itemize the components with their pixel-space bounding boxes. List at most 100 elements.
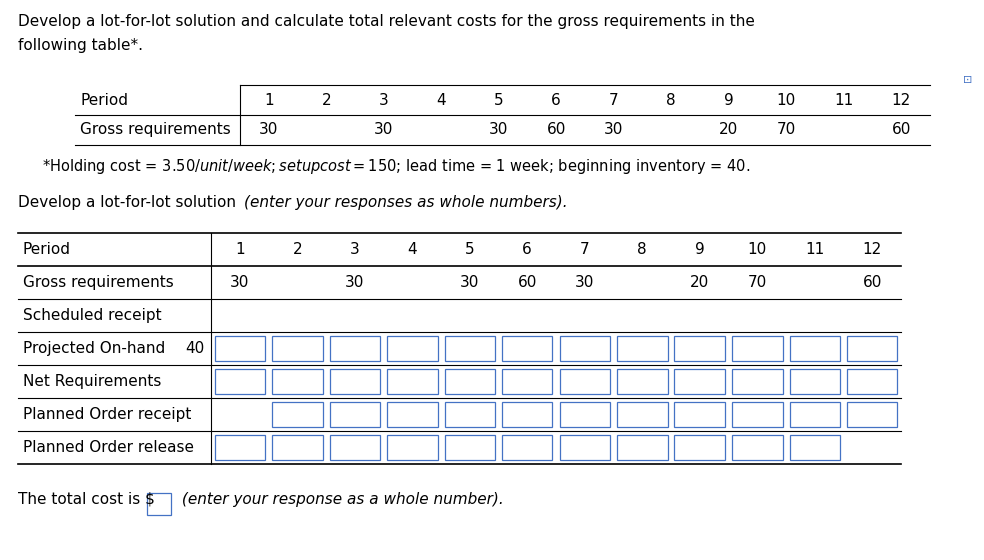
Bar	[847, 369, 897, 394]
Bar	[445, 402, 495, 427]
Text: 3: 3	[379, 92, 389, 108]
Text: 12: 12	[863, 242, 882, 257]
Text: The total cost is $: The total cost is $	[18, 492, 154, 507]
Text: 30: 30	[575, 275, 594, 290]
Bar	[387, 336, 438, 361]
Bar	[674, 402, 725, 427]
Bar	[674, 369, 725, 394]
Text: (enter your response as a whole number).: (enter your response as a whole number).	[177, 492, 504, 507]
Text: following table*.: following table*.	[18, 38, 143, 53]
Text: 6: 6	[551, 92, 561, 108]
Text: 7: 7	[609, 92, 619, 108]
Bar	[847, 336, 897, 361]
Text: 30: 30	[230, 275, 249, 290]
Text: 30: 30	[374, 123, 394, 138]
Text: 11: 11	[834, 92, 853, 108]
Text: Net Requirements: Net Requirements	[23, 374, 161, 389]
Bar	[674, 435, 725, 460]
Text: 1: 1	[235, 242, 245, 257]
Text: 8: 8	[666, 92, 676, 108]
Text: *Holding cost = $3.50/unit/week; setup cost = $150; lead time = 1 week; beginnin: *Holding cost = $3.50/unit/week; setup c…	[42, 157, 750, 176]
Text: Projected On-hand: Projected On-hand	[23, 341, 165, 356]
Text: 12: 12	[892, 92, 911, 108]
Text: 30: 30	[604, 123, 624, 138]
Bar	[387, 435, 438, 460]
Text: 60: 60	[863, 275, 882, 290]
Bar	[674, 336, 725, 361]
Bar	[502, 369, 552, 394]
Bar	[272, 402, 323, 427]
Text: 20: 20	[690, 275, 709, 290]
Bar	[847, 402, 897, 427]
Text: 20: 20	[719, 123, 738, 138]
Text: 9: 9	[695, 242, 705, 257]
Bar	[445, 336, 495, 361]
Text: 30: 30	[489, 123, 509, 138]
Bar	[330, 435, 380, 460]
Bar	[502, 402, 552, 427]
Text: 4: 4	[407, 242, 417, 257]
Text: 5: 5	[464, 242, 474, 257]
Text: 60: 60	[892, 123, 911, 138]
Text: 70: 70	[776, 123, 796, 138]
Text: 10: 10	[776, 92, 796, 108]
Bar	[617, 402, 667, 427]
Text: 30: 30	[345, 275, 364, 290]
Bar	[789, 336, 840, 361]
Bar	[732, 336, 782, 361]
Text: 30: 30	[259, 123, 278, 138]
Text: 2: 2	[322, 92, 331, 108]
Bar	[445, 435, 495, 460]
Text: 3: 3	[350, 242, 359, 257]
Bar	[560, 336, 610, 361]
Text: Planned Order release: Planned Order release	[23, 440, 194, 455]
Text: Scheduled receipt: Scheduled receipt	[23, 308, 161, 323]
Bar	[560, 435, 610, 460]
Bar	[789, 402, 840, 427]
Bar	[732, 435, 782, 460]
Bar	[330, 369, 380, 394]
Text: Planned Order receipt: Planned Order receipt	[23, 407, 191, 422]
Bar	[617, 369, 667, 394]
Bar	[789, 435, 840, 460]
Bar	[148, 493, 171, 515]
Bar	[272, 369, 323, 394]
Bar	[560, 402, 610, 427]
Text: 5: 5	[494, 92, 504, 108]
Text: Gross requirements: Gross requirements	[80, 123, 231, 138]
Text: 6: 6	[523, 242, 532, 257]
Text: 60: 60	[546, 123, 566, 138]
Text: 4: 4	[437, 92, 446, 108]
Text: Develop a lot-for-lot solution: Develop a lot-for-lot solution	[18, 195, 241, 210]
Bar	[617, 435, 667, 460]
Bar	[272, 435, 323, 460]
Text: 1: 1	[264, 92, 274, 108]
Bar	[732, 369, 782, 394]
Text: Period: Period	[80, 92, 128, 108]
Bar	[215, 336, 265, 361]
Text: 40: 40	[185, 341, 204, 356]
Text: 10: 10	[748, 242, 767, 257]
Text: Gross requirements: Gross requirements	[23, 275, 174, 290]
Text: (enter your responses as whole numbers).: (enter your responses as whole numbers).	[244, 195, 568, 210]
Text: 9: 9	[724, 92, 734, 108]
Bar	[387, 369, 438, 394]
Bar	[215, 369, 265, 394]
Text: 30: 30	[461, 275, 479, 290]
Text: 70: 70	[748, 275, 767, 290]
Bar	[330, 336, 380, 361]
Text: 2: 2	[292, 242, 302, 257]
Bar	[502, 336, 552, 361]
Text: 8: 8	[638, 242, 647, 257]
Bar	[387, 402, 438, 427]
Text: 11: 11	[805, 242, 825, 257]
Bar	[330, 402, 380, 427]
Bar	[617, 336, 667, 361]
Text: 7: 7	[580, 242, 589, 257]
Bar	[215, 435, 265, 460]
Bar	[789, 369, 840, 394]
Bar	[732, 402, 782, 427]
Text: Develop a lot-for-lot solution and calculate total relevant costs for the gross : Develop a lot-for-lot solution and calcu…	[18, 14, 755, 29]
Text: 60: 60	[518, 275, 537, 290]
Bar	[502, 435, 552, 460]
